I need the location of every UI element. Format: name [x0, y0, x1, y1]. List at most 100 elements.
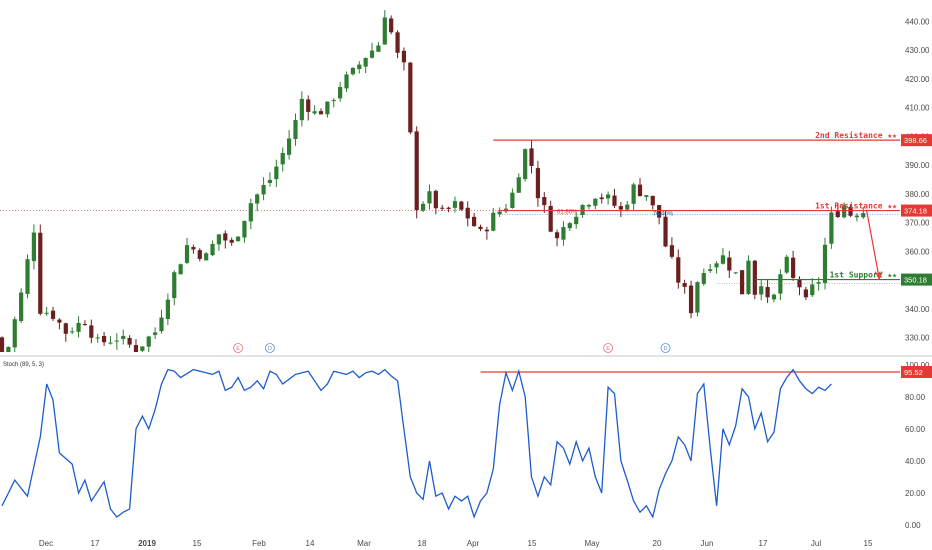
- candle-body[interactable]: [127, 337, 132, 345]
- candle-body[interactable]: [242, 220, 247, 238]
- candle-body[interactable]: [408, 62, 413, 133]
- candle-body[interactable]: [70, 331, 75, 333]
- candle-body[interactable]: [746, 260, 751, 294]
- candle-body[interactable]: [229, 239, 234, 243]
- candle-body[interactable]: [108, 342, 113, 344]
- candle-body[interactable]: [89, 325, 94, 338]
- candle-body[interactable]: [682, 283, 687, 287]
- candle-body[interactable]: [835, 211, 840, 217]
- candle-body[interactable]: [497, 211, 502, 215]
- candle-body[interactable]: [184, 245, 190, 263]
- candle-body[interactable]: [325, 101, 330, 115]
- candle-body[interactable]: [210, 243, 215, 256]
- candle-body[interactable]: [357, 64, 362, 69]
- candle-body[interactable]: [389, 18, 394, 33]
- candle-body[interactable]: [133, 345, 139, 353]
- candle-body[interactable]: [733, 272, 738, 274]
- candle-body[interactable]: [759, 286, 764, 295]
- candle-body[interactable]: [701, 273, 706, 284]
- candle-body[interactable]: [829, 212, 834, 244]
- candle-body[interactable]: [714, 263, 719, 268]
- candle-body[interactable]: [82, 324, 88, 326]
- candle-body[interactable]: [848, 206, 853, 216]
- candle-body[interactable]: [523, 149, 528, 180]
- candle-body[interactable]: [548, 205, 553, 232]
- candle-body[interactable]: [101, 336, 107, 343]
- candle-body[interactable]: [708, 269, 713, 271]
- candle-body[interactable]: [95, 337, 100, 339]
- candle-body[interactable]: [459, 201, 464, 210]
- candle-body[interactable]: [854, 215, 860, 218]
- candle-body[interactable]: [312, 111, 317, 114]
- candle-body[interactable]: [25, 259, 30, 294]
- candle-body[interactable]: [267, 179, 273, 183]
- candle-body[interactable]: [472, 216, 477, 227]
- candle-body[interactable]: [606, 194, 611, 199]
- candle-body[interactable]: [235, 236, 241, 242]
- candle-body[interactable]: [318, 111, 324, 115]
- candle-body[interactable]: [510, 192, 515, 208]
- candle-body[interactable]: [350, 67, 355, 75]
- candle-body[interactable]: [791, 257, 796, 278]
- candle-body[interactable]: [676, 257, 681, 283]
- candle-body[interactable]: [516, 177, 521, 193]
- candle-body[interactable]: [816, 282, 821, 284]
- candle-body[interactable]: [427, 191, 432, 204]
- candle-body[interactable]: [255, 194, 260, 204]
- candle-body[interactable]: [739, 270, 745, 295]
- candle-body[interactable]: [223, 233, 228, 241]
- candle-body[interactable]: [631, 184, 636, 204]
- candle-body[interactable]: [204, 253, 209, 261]
- earnings-marker[interactable]: [233, 343, 243, 353]
- candle-body[interactable]: [637, 184, 643, 197]
- candle-body[interactable]: [618, 206, 623, 210]
- candle-body[interactable]: [248, 203, 253, 222]
- candle-body[interactable]: [197, 250, 202, 259]
- candle-body[interactable]: [599, 197, 604, 200]
- candle-body[interactable]: [395, 32, 400, 53]
- candle-body[interactable]: [420, 203, 426, 211]
- candle-body[interactable]: [369, 50, 375, 58]
- candle-body[interactable]: [535, 168, 541, 199]
- candle-body[interactable]: [554, 232, 560, 239]
- candle-body[interactable]: [146, 336, 151, 347]
- candle-body[interactable]: [784, 256, 789, 273]
- candle-body[interactable]: [440, 207, 445, 209]
- stoch-line[interactable]: [1, 368, 832, 519]
- candle-body[interactable]: [140, 346, 145, 351]
- candle-body[interactable]: [491, 212, 496, 231]
- earnings-marker[interactable]: [603, 343, 613, 353]
- candle-body[interactable]: [293, 119, 298, 139]
- candle-body[interactable]: [561, 227, 566, 240]
- candle-body[interactable]: [165, 299, 170, 320]
- candle-body[interactable]: [593, 198, 598, 206]
- candle-body[interactable]: [414, 131, 419, 211]
- candle-body[interactable]: [280, 152, 285, 165]
- candle-body[interactable]: [331, 100, 336, 102]
- candle-body[interactable]: [363, 57, 368, 67]
- candle-body[interactable]: [574, 216, 579, 225]
- candle-body[interactable]: [299, 98, 304, 121]
- candle-body[interactable]: [669, 245, 674, 257]
- candle-body[interactable]: [306, 99, 311, 112]
- candle-body[interactable]: [612, 195, 617, 206]
- candle-body[interactable]: [191, 247, 196, 250]
- candle-body[interactable]: [778, 274, 783, 294]
- candle-body[interactable]: [797, 278, 802, 288]
- stoch-pane[interactable]: Stoch (89, 5, 3): [1, 362, 900, 519]
- candle-body[interactable]: [771, 294, 777, 300]
- candle-body[interactable]: [644, 195, 649, 198]
- candle-body[interactable]: [810, 284, 815, 296]
- candle-body[interactable]: [261, 185, 266, 195]
- candle-body[interactable]: [446, 207, 451, 209]
- candle-body[interactable]: [287, 138, 292, 155]
- candle-body[interactable]: [586, 204, 592, 207]
- candle-body[interactable]: [0, 337, 5, 372]
- candle-body[interactable]: [44, 312, 49, 314]
- candle-body[interactable]: [465, 207, 470, 219]
- candle-body[interactable]: [338, 87, 343, 99]
- candle-body[interactable]: [76, 322, 81, 332]
- candle-body[interactable]: [50, 310, 56, 319]
- candle-body[interactable]: [727, 257, 732, 271]
